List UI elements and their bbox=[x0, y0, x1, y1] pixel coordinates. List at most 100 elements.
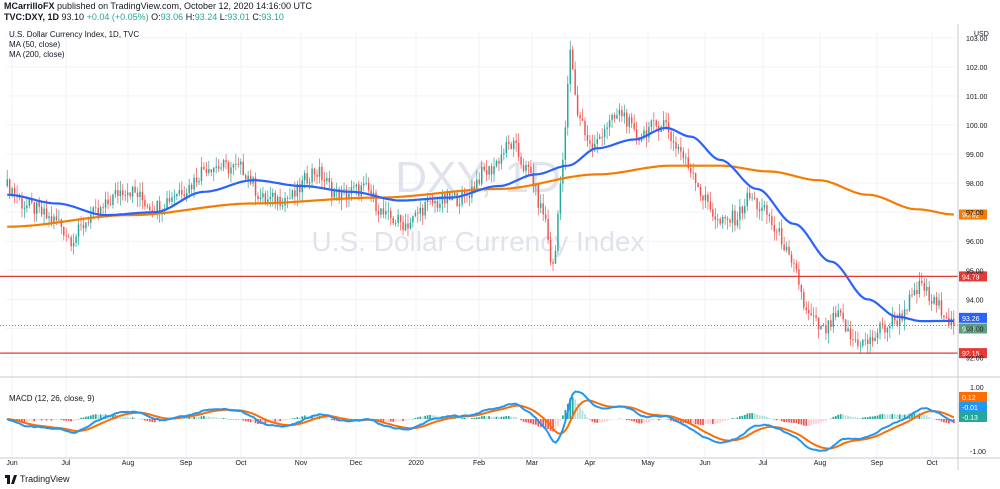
candle[interactable] bbox=[894, 311, 896, 325]
candle[interactable] bbox=[203, 162, 205, 171]
candle[interactable] bbox=[407, 214, 409, 237]
candle[interactable] bbox=[495, 159, 498, 168]
candle[interactable] bbox=[803, 288, 805, 311]
candle[interactable] bbox=[849, 320, 852, 346]
candle[interactable] bbox=[758, 201, 761, 220]
candle[interactable] bbox=[820, 324, 822, 330]
candle[interactable] bbox=[906, 309, 908, 316]
candle[interactable] bbox=[616, 108, 618, 120]
macd-legend[interactable]: MACD (12, 26, close, 9) bbox=[9, 394, 95, 403]
candle[interactable] bbox=[687, 148, 689, 171]
candle[interactable] bbox=[618, 103, 621, 123]
candle[interactable] bbox=[783, 236, 785, 252]
candle[interactable] bbox=[431, 193, 434, 207]
candle[interactable] bbox=[800, 284, 803, 300]
candle[interactable] bbox=[697, 182, 699, 188]
candle[interactable] bbox=[510, 141, 512, 150]
candle[interactable] bbox=[94, 199, 97, 213]
candle[interactable] bbox=[599, 133, 601, 140]
candle[interactable] bbox=[13, 183, 16, 204]
candle[interactable] bbox=[753, 191, 756, 201]
candle[interactable] bbox=[635, 121, 638, 145]
candle[interactable] bbox=[562, 152, 564, 193]
candle[interactable] bbox=[144, 194, 146, 210]
candle[interactable] bbox=[107, 191, 109, 210]
candle[interactable] bbox=[235, 153, 237, 171]
candle[interactable] bbox=[862, 338, 864, 349]
candle[interactable] bbox=[537, 182, 540, 216]
candle[interactable] bbox=[412, 215, 414, 228]
candle[interactable] bbox=[313, 167, 316, 182]
candle[interactable] bbox=[53, 213, 55, 230]
candle[interactable] bbox=[75, 233, 77, 247]
candle[interactable] bbox=[375, 189, 377, 216]
candle[interactable] bbox=[579, 111, 581, 127]
candle[interactable] bbox=[780, 219, 783, 250]
candle[interactable] bbox=[542, 193, 544, 221]
candle[interactable] bbox=[557, 210, 559, 255]
candle[interactable] bbox=[367, 177, 370, 193]
candle[interactable] bbox=[409, 217, 412, 230]
candle[interactable] bbox=[810, 303, 812, 316]
candle[interactable] bbox=[746, 187, 748, 212]
candle[interactable] bbox=[200, 157, 203, 186]
candle[interactable] bbox=[362, 176, 365, 192]
candle[interactable] bbox=[648, 121, 650, 143]
candle[interactable] bbox=[569, 40, 571, 93]
candle[interactable] bbox=[181, 181, 183, 200]
candle[interactable] bbox=[205, 162, 208, 177]
candle[interactable] bbox=[134, 179, 136, 194]
candle[interactable] bbox=[109, 195, 112, 207]
candle[interactable] bbox=[785, 241, 788, 253]
candle[interactable] bbox=[771, 208, 773, 231]
candle[interactable] bbox=[156, 200, 158, 220]
candle[interactable] bbox=[778, 221, 780, 236]
moving-averages[interactable] bbox=[7, 126, 954, 323]
candle[interactable] bbox=[259, 188, 262, 205]
candle[interactable] bbox=[719, 216, 721, 226]
candle[interactable] bbox=[741, 205, 744, 220]
candle[interactable] bbox=[321, 162, 323, 189]
candle[interactable] bbox=[539, 194, 542, 214]
candle[interactable] bbox=[112, 193, 114, 209]
candle[interactable] bbox=[768, 212, 771, 223]
candle[interactable] bbox=[876, 328, 879, 345]
candle[interactable] bbox=[913, 282, 916, 296]
candle[interactable] bbox=[58, 209, 60, 223]
candle[interactable] bbox=[776, 228, 778, 241]
candle[interactable] bbox=[817, 317, 820, 339]
candle[interactable] bbox=[916, 282, 918, 304]
candle[interactable] bbox=[104, 191, 107, 215]
candle[interactable] bbox=[370, 184, 372, 203]
candle[interactable] bbox=[694, 172, 697, 192]
candle[interactable] bbox=[935, 291, 938, 313]
candle[interactable] bbox=[571, 45, 574, 71]
candle[interactable] bbox=[399, 214, 402, 231]
candle[interactable] bbox=[419, 201, 422, 222]
tradingview-brand[interactable]: TradingView bbox=[20, 474, 70, 484]
candle[interactable] bbox=[402, 215, 404, 236]
candle[interactable] bbox=[237, 157, 240, 168]
candle[interactable] bbox=[476, 170, 478, 192]
author-name[interactable]: MCarrilloFX bbox=[4, 1, 55, 11]
candle[interactable] bbox=[493, 157, 495, 182]
candle[interactable] bbox=[807, 301, 810, 321]
candle[interactable] bbox=[222, 158, 225, 172]
candle[interactable] bbox=[953, 310, 955, 335]
candle[interactable] bbox=[923, 278, 926, 297]
candle[interactable] bbox=[43, 203, 45, 225]
candle[interactable] bbox=[911, 287, 913, 298]
candle[interactable] bbox=[65, 227, 67, 242]
candle[interactable] bbox=[756, 197, 758, 218]
candle[interactable] bbox=[608, 114, 611, 136]
candle[interactable] bbox=[77, 220, 80, 246]
candle[interactable] bbox=[498, 157, 500, 172]
candle[interactable] bbox=[173, 189, 176, 204]
candle[interactable] bbox=[714, 207, 717, 230]
candle[interactable] bbox=[318, 158, 321, 184]
candle[interactable] bbox=[483, 163, 485, 173]
candle[interactable] bbox=[903, 300, 906, 331]
candle[interactable] bbox=[306, 165, 308, 187]
candle[interactable] bbox=[889, 322, 891, 339]
candle[interactable] bbox=[530, 160, 532, 176]
